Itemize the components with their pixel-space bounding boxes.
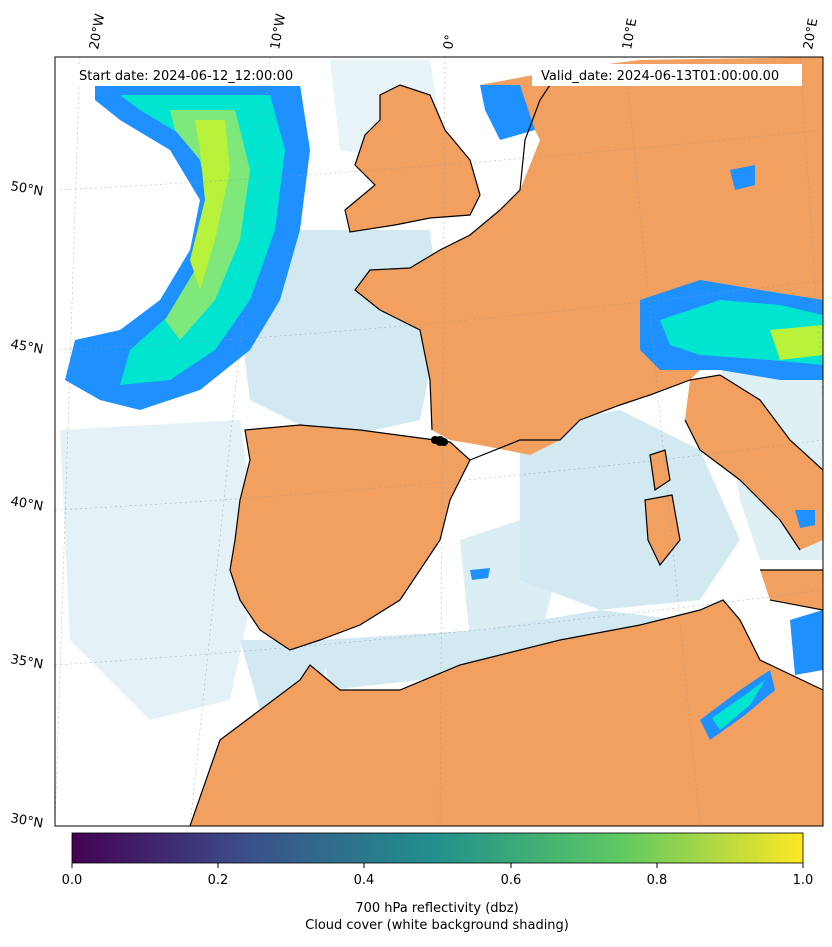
lon-label-10e: 10°E bbox=[620, 17, 640, 50]
lat-label-30n: 30°N bbox=[9, 811, 44, 831]
map-plot-area bbox=[55, 57, 823, 826]
graticule bbox=[55, 57, 823, 826]
valid-date-box bbox=[532, 64, 802, 86]
lon-label-20e: 20°E bbox=[801, 17, 821, 50]
lon-label-20w: 20°W bbox=[87, 13, 108, 51]
colorbar-tick-2: 0.4 bbox=[354, 873, 375, 888]
lat-label-40n: 40°N bbox=[9, 494, 44, 514]
lon-label-0: 0° bbox=[441, 34, 458, 51]
colorbar-ticks bbox=[71, 863, 804, 868]
lat-label-45n: 45°N bbox=[9, 337, 44, 357]
lat-label-35n: 35°N bbox=[9, 652, 44, 672]
colorbar bbox=[71, 832, 804, 864]
coastlines bbox=[189, 69, 823, 826]
colorbar-tick-5: 1.0 bbox=[793, 873, 814, 888]
colorbar-tick-0: 0.0 bbox=[62, 873, 83, 888]
lat-label-50n: 50°N bbox=[9, 179, 44, 199]
colorbar-tick-4: 0.8 bbox=[647, 873, 668, 888]
colorbar-label-line1: 700 hPa reflectivity (dbz) bbox=[355, 901, 518, 916]
start-date-label: Start date: 2024-06-12_12:00:00 bbox=[79, 69, 293, 84]
map-frame bbox=[54, 56, 824, 827]
start-date-box bbox=[70, 64, 320, 86]
colorbar-tick-3: 0.6 bbox=[501, 873, 522, 888]
reflectivity-layer bbox=[65, 85, 823, 740]
colorbar-tick-1: 0.2 bbox=[208, 873, 229, 888]
colorbar-label-line2: Cloud cover (white background shading) bbox=[305, 918, 569, 933]
valid-date-label: Valid_date: 2024-06-13T01:00:00.00 bbox=[541, 69, 779, 84]
lon-label-10w: 10°W bbox=[268, 13, 289, 51]
